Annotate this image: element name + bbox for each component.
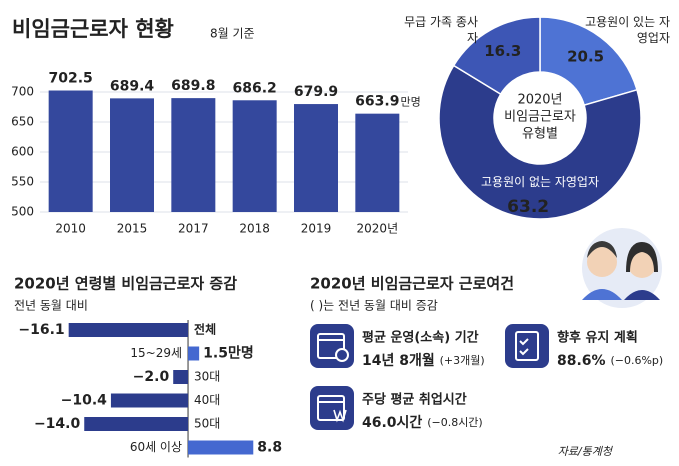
checklist-icon	[505, 324, 549, 368]
x-tick-label: 2015	[117, 222, 148, 236]
x-tick-label: 2020년	[357, 222, 399, 236]
slice-category-label: 무급 가족 종사자	[404, 15, 478, 45]
condition-value: 14년 8개월 (+3개월)	[362, 352, 485, 369]
value-label: 8.8	[257, 440, 282, 456]
pie-center	[495, 73, 585, 163]
y-tick-label: 550	[11, 175, 34, 189]
value-label: −16.1	[18, 322, 64, 338]
bar	[232, 100, 277, 212]
category-label: 30대	[194, 370, 220, 384]
y-tick-label: 500	[11, 205, 34, 219]
condition-label: 주당 평균 취업시간	[362, 392, 467, 408]
hbar-title: 2020년 연령별 비임금근로자 증감	[14, 275, 237, 293]
source: 자료/통계청	[558, 445, 614, 458]
condition-value-text: 46.0시간	[362, 414, 422, 431]
pie-title: 비임금근로자	[504, 110, 576, 125]
bar	[188, 346, 200, 361]
bar	[171, 98, 216, 212]
slice-value-label: 63.2	[507, 197, 549, 217]
work-calendar-icon	[310, 386, 354, 430]
hbar-subtitle: 전년 동월 대비	[14, 299, 88, 313]
y-tick-label: 650	[11, 115, 34, 129]
value-label: 689.4	[110, 78, 155, 94]
value-label: −10.4	[61, 393, 108, 409]
value-label: −14.0	[34, 416, 81, 432]
bar	[188, 440, 254, 455]
category-label: 40대	[194, 393, 220, 407]
condition-label: 평균 운영(소속) 기간	[362, 330, 479, 346]
x-tick-label: 2018	[239, 222, 270, 236]
pie-title: 유형별	[522, 127, 558, 142]
bar	[173, 370, 189, 384]
value-label: −2.0	[133, 369, 170, 385]
x-tick-label: 2017	[178, 222, 209, 236]
condition-value: 46.0시간 (−0.8시간)	[362, 414, 483, 431]
slice-value-label: 16.3	[484, 42, 521, 60]
category-label: 60세 이상	[130, 440, 182, 454]
page-subtitle: 8월 기준	[210, 27, 255, 41]
unit-label: 만명	[400, 96, 420, 109]
value-label: 679.9	[294, 84, 338, 100]
people-illustration	[582, 228, 662, 308]
category-label: 전체	[194, 322, 216, 337]
x-tick-label: 2019	[301, 222, 332, 236]
value-label: 663.9	[355, 94, 399, 110]
condition-value: 88.6% (−0.6%p)	[557, 353, 663, 369]
pie-slice	[452, 16, 541, 96]
condition-value-text: 88.6%	[557, 353, 606, 369]
pie-slice	[438, 64, 642, 220]
bar	[48, 90, 93, 212]
bar	[68, 323, 189, 337]
bar	[110, 98, 154, 212]
calendar-icon	[310, 324, 354, 368]
slice-value-label: 20.5	[567, 48, 604, 66]
value-label: 702.5	[49, 71, 93, 87]
category-label: 50대	[194, 417, 220, 431]
value-label: 1.5만명	[203, 345, 254, 362]
condition-label: 향후 유지 계획	[557, 330, 638, 346]
bar	[294, 104, 338, 212]
y-tick-label: 700	[11, 85, 34, 99]
bar	[84, 417, 189, 431]
y-tick-label: 600	[11, 145, 34, 159]
condition-value-text: 14년 8개월	[362, 352, 435, 369]
condition-change: (−0.8시간)	[427, 416, 483, 429]
value-label: 686.2	[233, 80, 277, 96]
slice-category-label: 고용원이 있는 자영업자	[585, 15, 670, 45]
value-label: 689.8	[171, 78, 215, 94]
bar	[355, 113, 400, 212]
category-label: 15~29세	[130, 346, 182, 360]
page-title: 비임금근로자 현황	[12, 17, 174, 41]
slice-category-label: 고용원이 없는 자영업자	[480, 175, 600, 189]
pie-title: 2020년	[517, 93, 562, 108]
x-tick-label: 2010	[55, 222, 86, 236]
condition-change: (−0.6%p)	[610, 354, 663, 367]
pie-slice	[539, 16, 638, 107]
bar	[110, 393, 189, 408]
condition-change: (+3개월)	[440, 354, 485, 367]
conditions-title: 2020년 비임금근로자 근로여건	[310, 275, 514, 293]
conditions-note: ( )는 전년 동월 대비 증감	[310, 299, 438, 313]
